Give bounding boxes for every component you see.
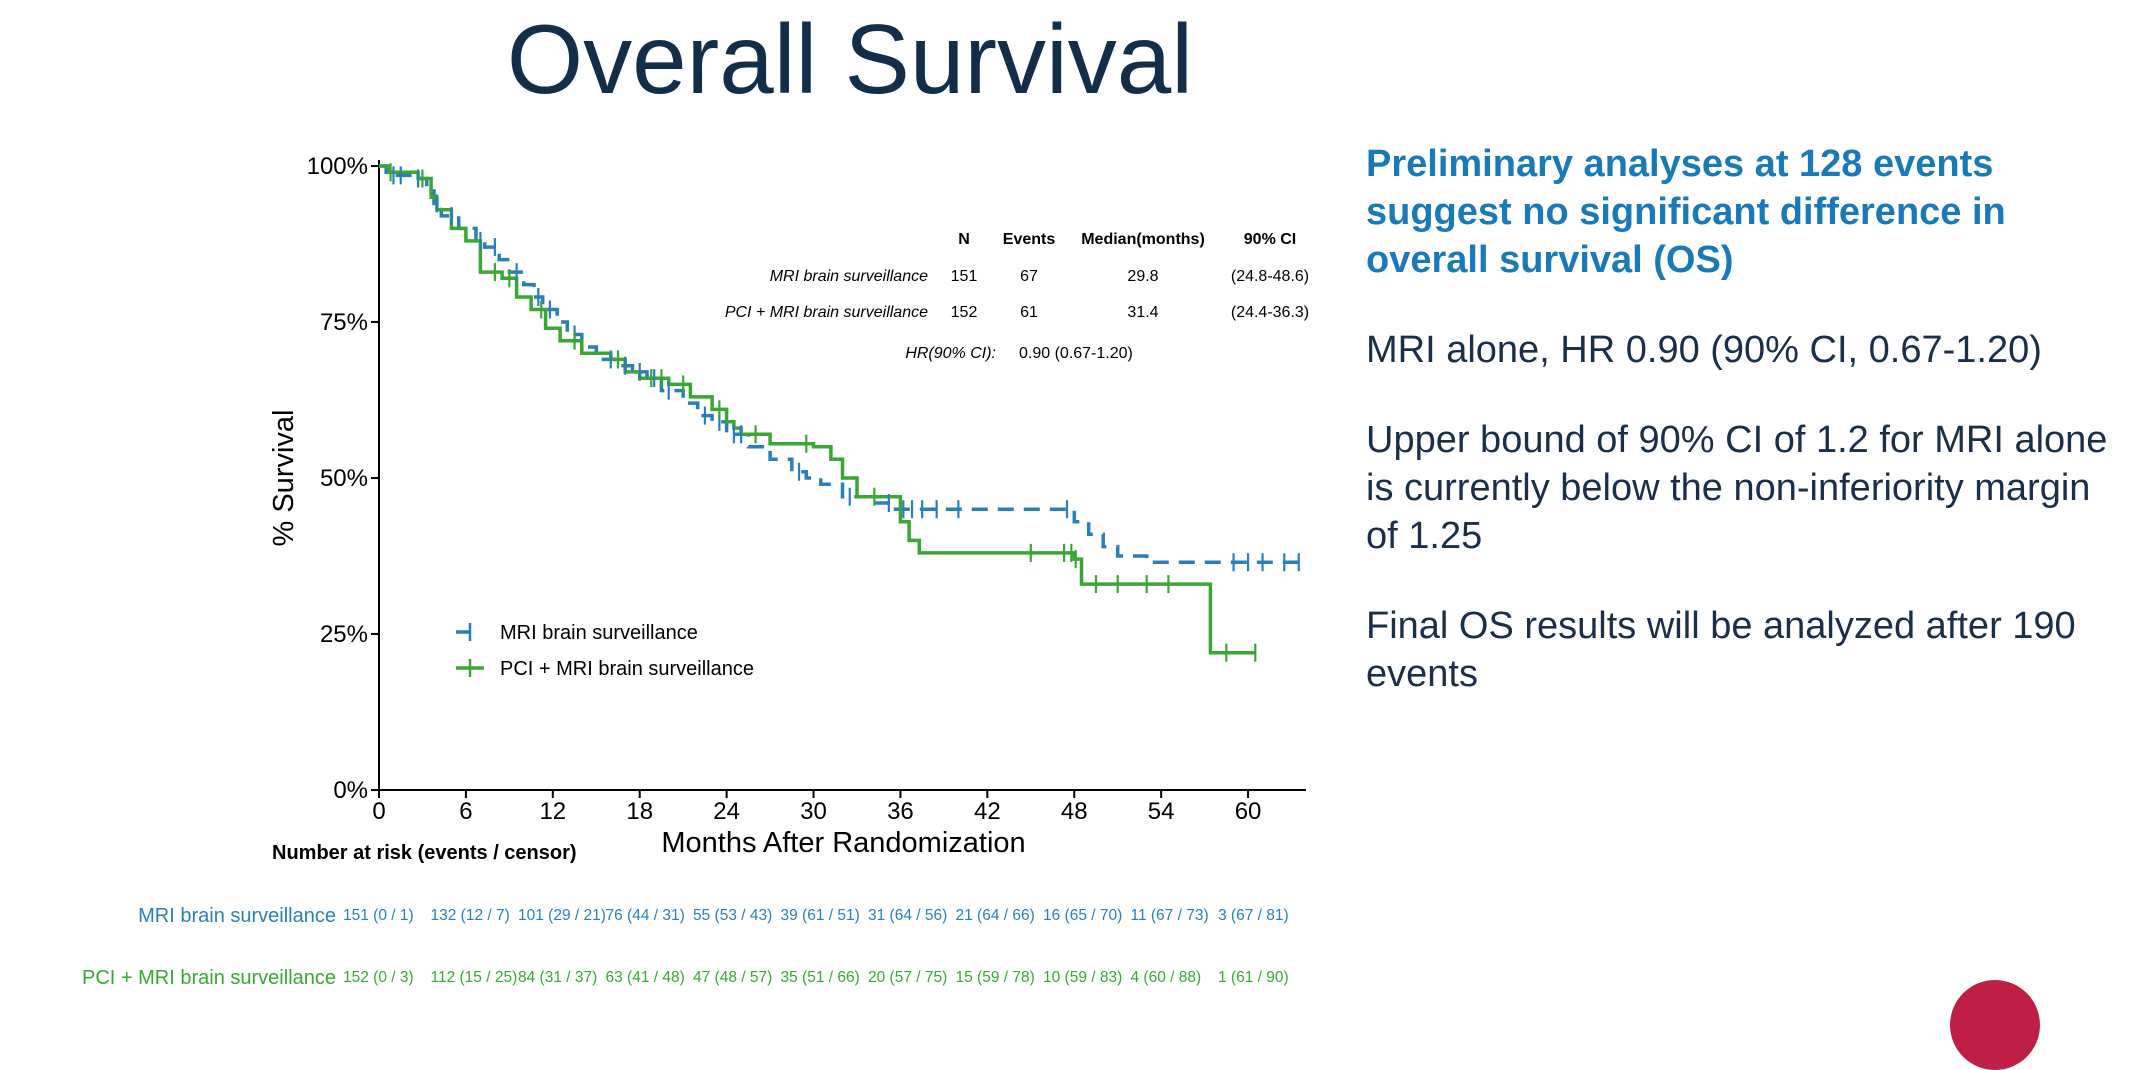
risk-cell: 63 (41 / 48) [605,969,685,986]
x-axis-label: Months After Randomization [661,827,1025,859]
series-line-mri [379,164,1306,564]
risk-cell: 1 (61 / 90) [1218,969,1289,986]
risk-cell: 101 (29 / 21) [518,907,606,924]
final-os-text: Final OS results will be analyzed after … [1366,605,2076,695]
brand-logo [1950,980,2040,1070]
key-findings-panel: Preliminary analyses at 128 events sugge… [1366,140,2126,740]
legend-item-mri: MRI brain surveillance [456,622,698,644]
risk-row-mri: MRI brain surveillance 151 (0 / 1) 132 (1… [0,905,1340,935]
risk-cell: 3 (67 / 81) [1218,907,1289,924]
risk-cell: 20 (57 / 75) [868,969,948,986]
y-axis-label: % Survival [268,410,300,547]
table-header: Events [1003,231,1056,248]
x-tick-label: 42 [974,798,1001,825]
risk-cell: 76 (44 / 31) [605,907,685,924]
risk-cell: 21 (64 / 66) [955,907,1035,924]
risk-row-pci: PCI + MRI brain surveillance 152 (0 / 3)… [0,967,1340,997]
table-cell: 61 [1020,304,1038,321]
survival-chart: 0% 25% 50% 75% 100% 0 6 12 18 24 30 36 42 48 54 60 Month… [268,153,1309,859]
x-tick-label: 36 [887,798,914,825]
x-tick-label: 30 [800,798,827,825]
risk-cell: 55 (53 / 43) [693,907,773,924]
risk-cell: 15 (59 / 78) [955,969,1035,986]
table-cell: (24.8-48.6) [1231,268,1309,285]
x-tick-label: 18 [626,798,653,825]
findings-headline: Preliminary analyses at 128 events sugge… [1366,143,2006,281]
table-row-label: MRI brain surveillance [770,268,928,285]
table-cell: 152 [951,304,978,321]
hr-value: 0.90 (0.67-1.20) [1019,345,1133,362]
risk-label-mri: MRI brain surveillance [138,905,336,927]
risk-cell: 151 (0 / 1) [343,907,414,924]
legend-label: MRI brain surveillance [500,622,698,644]
x-tick-label: 48 [1061,798,1088,825]
risk-label-pci: PCI + MRI brain surveillance [82,967,336,989]
x-tick-label: 0 [372,798,385,825]
table-cell: 31.4 [1127,304,1158,321]
y-tick-label: 25% [320,621,368,648]
chart-axes: 0% 25% 50% 75% 100% 0 6 12 18 24 30 36 42 48 54 60 Month… [268,153,1306,859]
table-header: Median(months) [1081,231,1205,248]
legend-label: PCI + MRI brain surveillance [500,658,754,680]
hr-label: HR(90% CI): [905,345,996,362]
summary-table: N Events Median(months) 90% CI MRI brain sur… [725,231,1309,362]
risk-cell: 39 (61 / 51) [780,907,860,924]
risk-cell: 35 (51 / 66) [780,969,860,986]
chart-legend: MRI brain surveillance PCI + MRI brain su… [456,622,754,680]
x-tick-label: 6 [459,798,472,825]
table-header: 90% CI [1244,231,1296,248]
x-tick-label: 54 [1148,798,1175,825]
x-tick-label: 12 [539,798,566,825]
chart-censor-marks [389,163,1300,662]
risk-cell: 4 (60 / 88) [1130,969,1202,986]
risk-cell: 47 (48 / 57) [693,969,773,986]
table-cell: 29.8 [1127,268,1158,285]
table-row-label: PCI + MRI brain surveillance [725,304,928,321]
risk-cell: 11 (67 / 73) [1130,907,1209,924]
table-cell: (24.4-36.3) [1231,304,1309,321]
risk-cell: 152 (0 / 3) [343,969,414,986]
risk-cell: 10 (59 / 83) [1043,969,1123,986]
risk-cell: 84 (31 / 37) [518,969,598,986]
y-tick-label: 50% [320,465,368,492]
y-tick-label: 0% [333,777,368,804]
risk-table-title: Number at risk (events / censor) [272,842,577,864]
risk-cell: 16 (65 / 70) [1043,907,1123,924]
x-tick-label: 24 [713,798,740,825]
slide-title: Overall Survival [506,4,1194,114]
y-tick-label: 75% [320,309,368,336]
x-tick-label: 60 [1235,798,1262,825]
table-cell: 67 [1020,268,1038,285]
risk-cell: 132 (12 / 7) [430,907,510,924]
risk-cell: 31 (64 / 56) [868,907,948,924]
risk-cell: 112 (15 / 25) [430,969,518,986]
hr-text: MRI alone, HR 0.90 (90% CI, 0.67-1.20) [1366,329,2042,371]
bound-text: Upper bound of 90% CI of 1.2 for MRI alo… [1366,419,2108,557]
table-header: N [958,231,970,248]
table-cell: 151 [951,268,978,285]
legend-item-pci: PCI + MRI brain surveillance [456,658,754,680]
y-tick-label: 100% [307,153,368,180]
